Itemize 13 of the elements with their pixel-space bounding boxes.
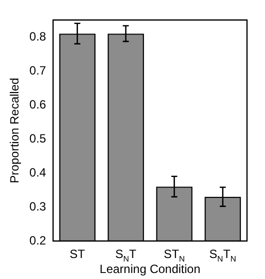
y-tick-label: 0.2	[29, 233, 46, 248]
x-axis-title: Learning Condition	[100, 262, 200, 276]
x-tick-label: S$_{N}$T	[115, 247, 136, 264]
y-axis-title: Proportion Recalled	[8, 78, 22, 184]
y-tick-label: 0.3	[29, 199, 46, 214]
y-tick-label: 0.4	[29, 165, 46, 180]
x-tick-label: ST$_{N}$	[164, 247, 185, 264]
y-tick-label: 0.8	[29, 29, 46, 44]
x-tick-label: S$_{N}$T$_{N}$	[209, 247, 236, 264]
y-tick-label: 0.7	[29, 63, 46, 78]
y-tick-label: 0.5	[29, 131, 46, 146]
y-tick-label: 0.6	[29, 97, 46, 112]
x-tick-label: ST	[70, 247, 85, 261]
